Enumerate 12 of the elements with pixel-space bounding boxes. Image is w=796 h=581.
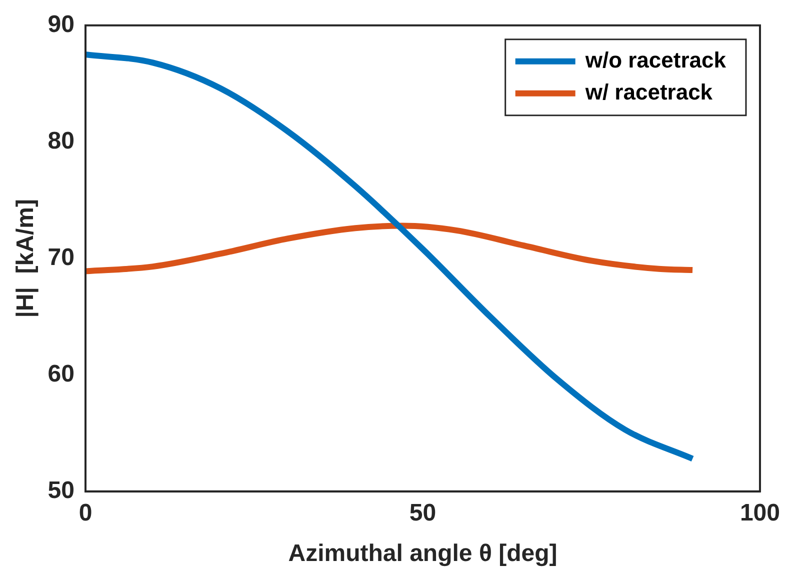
x-tick-label: 50 xyxy=(409,499,436,526)
legend-label: w/o racetrack xyxy=(584,47,727,72)
y-tick-label: 90 xyxy=(48,11,74,38)
y-axis-title: |H| [kA/m] xyxy=(12,199,40,318)
y-tick-label: 50 xyxy=(48,477,74,504)
y-tick-label: 60 xyxy=(48,360,74,388)
legend-label: w/ racetrack xyxy=(584,79,714,104)
x-tick-label: 0 xyxy=(78,499,92,526)
y-tick-label: 80 xyxy=(48,128,74,155)
x-axis-title: Azimuthal angle θ [deg] xyxy=(288,540,558,568)
y-tick-label: 70 xyxy=(48,244,74,272)
x-tick-label: 100 xyxy=(740,499,780,526)
